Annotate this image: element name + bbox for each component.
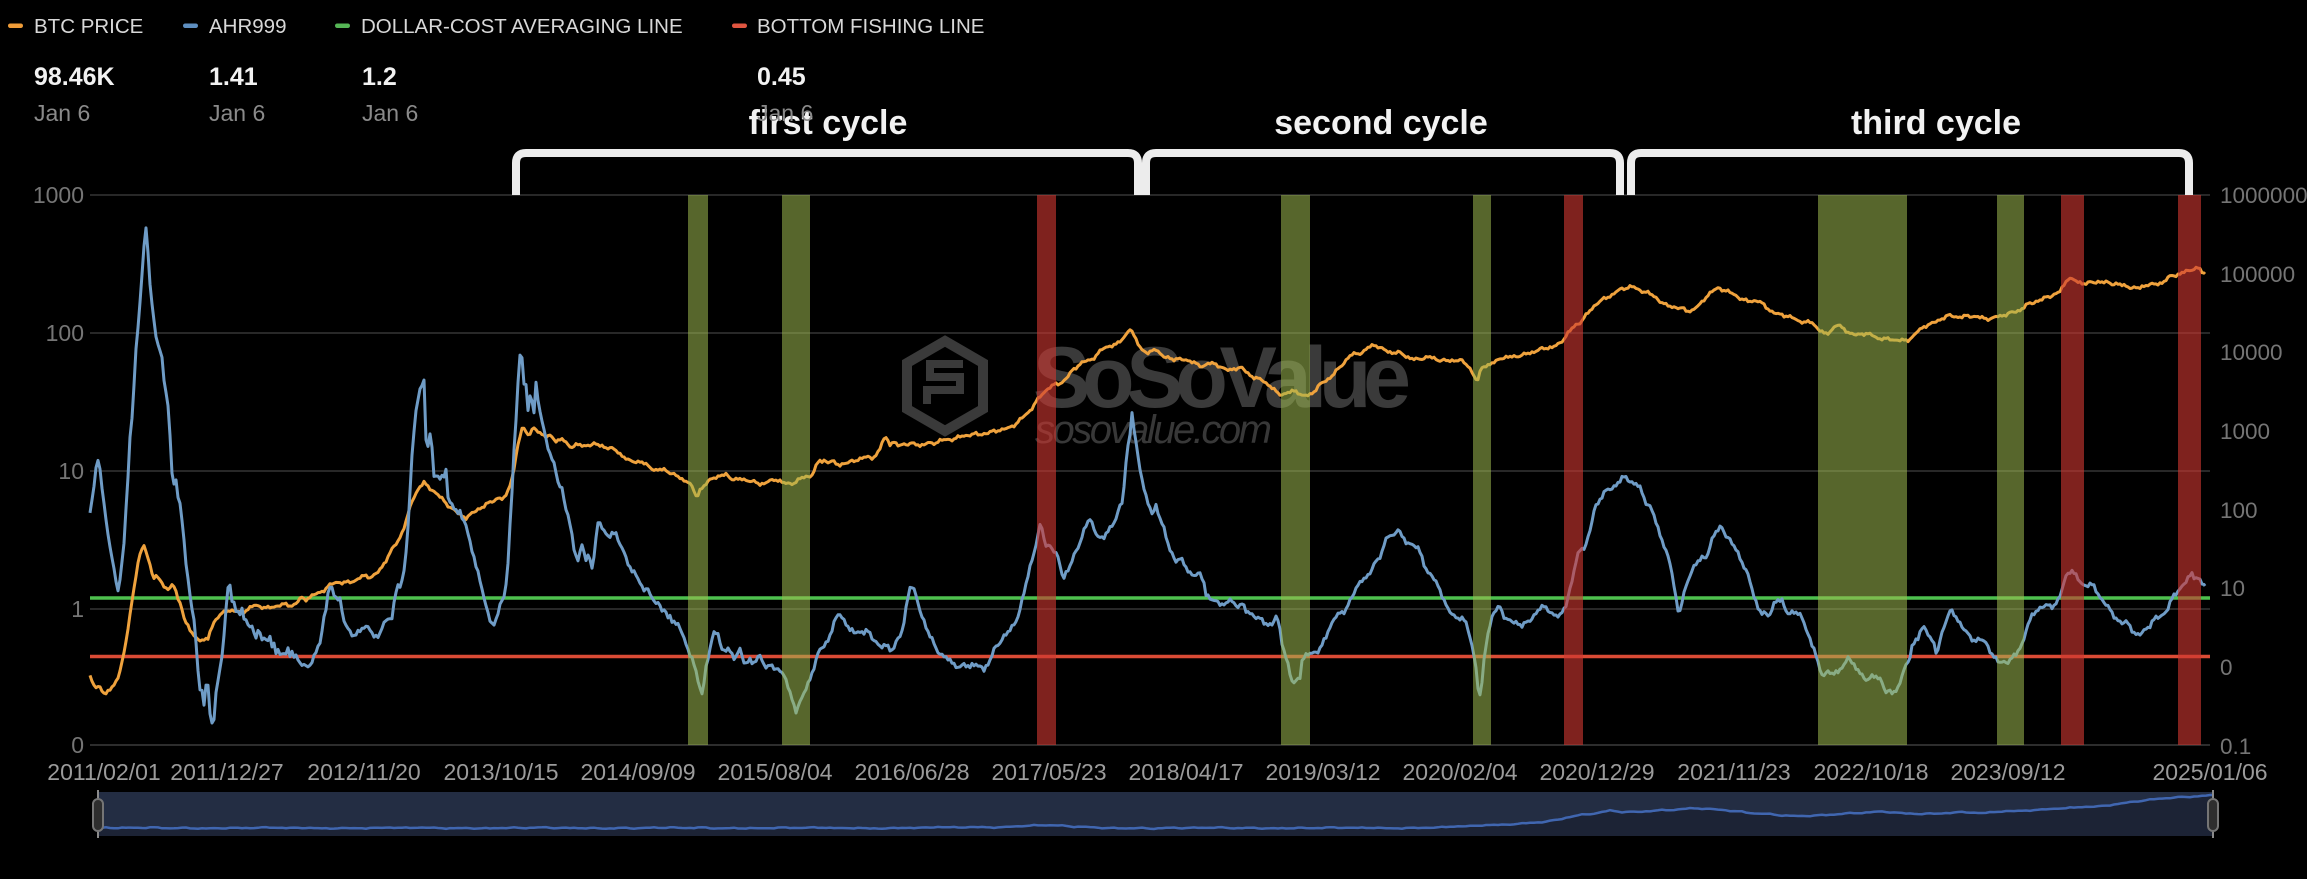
svg-text:1: 1 <box>71 596 84 622</box>
svg-text:2020/12/29: 2020/12/29 <box>1539 759 1654 785</box>
svg-text:10: 10 <box>2220 576 2245 601</box>
svg-text:100000: 100000 <box>2220 262 2295 287</box>
svg-text:2012/11/20: 2012/11/20 <box>307 759 420 785</box>
svg-text:BTC PRICE: BTC PRICE <box>34 15 143 38</box>
svg-text:1000000: 1000000 <box>2220 183 2307 208</box>
svg-text:1000: 1000 <box>33 182 84 208</box>
svg-text:DOLLAR-COST AVERAGING LINE: DOLLAR-COST AVERAGING LINE <box>361 15 683 38</box>
svg-text:2021/11/23: 2021/11/23 <box>1677 759 1790 785</box>
svg-text:100: 100 <box>2220 498 2258 523</box>
svg-text:2023/09/12: 2023/09/12 <box>1950 759 2065 785</box>
svg-text:2014/09/09: 2014/09/09 <box>580 759 695 785</box>
svg-text:2022/10/18: 2022/10/18 <box>1813 759 1928 785</box>
svg-text:0.45: 0.45 <box>757 63 806 91</box>
svg-text:2016/06/28: 2016/06/28 <box>854 759 969 785</box>
svg-text:100: 100 <box>46 320 84 346</box>
svg-text:98.46K: 98.46K <box>34 63 115 91</box>
svg-text:2025/01/06: 2025/01/06 <box>2152 759 2267 785</box>
svg-text:second cycle: second cycle <box>1274 104 1488 142</box>
svg-text:Jan 6: Jan 6 <box>209 100 265 126</box>
svg-text:2015/08/04: 2015/08/04 <box>717 759 832 785</box>
svg-text:1.2: 1.2 <box>362 63 397 91</box>
svg-text:2019/03/12: 2019/03/12 <box>1265 759 1380 785</box>
svg-text:1.41: 1.41 <box>209 63 258 91</box>
svg-text:1000: 1000 <box>2220 419 2270 444</box>
svg-text:SoSoValue: SoSoValue <box>1033 330 1411 426</box>
svg-text:2018/04/17: 2018/04/17 <box>1128 759 1243 785</box>
svg-text:Jan 6: Jan 6 <box>757 100 813 126</box>
svg-text:2011/02/01: 2011/02/01 <box>47 759 160 785</box>
svg-text:0.1: 0.1 <box>2220 734 2251 759</box>
svg-text:2013/10/15: 2013/10/15 <box>443 759 558 785</box>
svg-text:10: 10 <box>58 458 84 484</box>
svg-text:2017/05/23: 2017/05/23 <box>991 759 1106 785</box>
svg-text:Jan 6: Jan 6 <box>362 100 418 126</box>
svg-text:AHR999: AHR999 <box>209 15 287 38</box>
svg-text:BOTTOM FISHING LINE: BOTTOM FISHING LINE <box>757 15 984 38</box>
svg-text:0: 0 <box>2220 655 2233 680</box>
svg-text:10000: 10000 <box>2220 340 2283 365</box>
svg-text:2020/02/04: 2020/02/04 <box>1402 759 1517 785</box>
svg-text:0: 0 <box>71 732 84 758</box>
svg-text:third cycle: third cycle <box>1851 104 2021 142</box>
svg-text:first cycle: first cycle <box>749 104 908 142</box>
svg-text:Jan 6: Jan 6 <box>34 100 90 126</box>
svg-text:sosovalue.com: sosovalue.com <box>1035 408 1272 452</box>
svg-text:2011/12/27: 2011/12/27 <box>170 759 283 785</box>
